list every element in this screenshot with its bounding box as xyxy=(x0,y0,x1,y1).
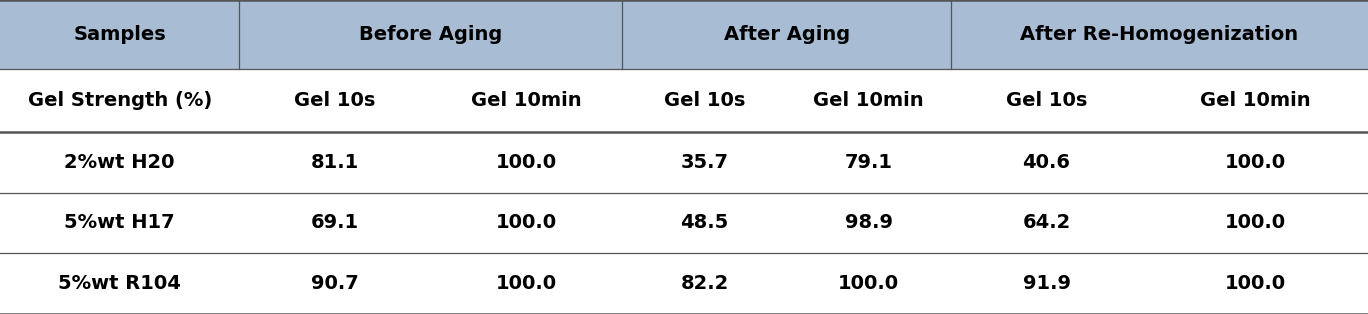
Text: 35.7: 35.7 xyxy=(680,153,729,172)
Text: 100.0: 100.0 xyxy=(497,214,557,232)
Text: 100.0: 100.0 xyxy=(497,153,557,172)
Text: 100.0: 100.0 xyxy=(1224,274,1286,293)
Text: 100.0: 100.0 xyxy=(1224,153,1286,172)
Text: Gel 10s: Gel 10s xyxy=(663,91,746,110)
Text: After Aging: After Aging xyxy=(724,25,850,44)
Bar xyxy=(0,69,1368,132)
Text: 48.5: 48.5 xyxy=(680,214,729,232)
Text: 100.0: 100.0 xyxy=(497,274,557,293)
Text: 91.9: 91.9 xyxy=(1022,274,1071,293)
Bar xyxy=(0,0,239,69)
Text: 40.6: 40.6 xyxy=(1022,153,1071,172)
Text: Gel Strength (%): Gel Strength (%) xyxy=(27,91,212,110)
Bar xyxy=(622,0,951,69)
Text: 5%wt H17: 5%wt H17 xyxy=(64,214,175,232)
Bar xyxy=(239,0,622,69)
Text: 5%wt R104: 5%wt R104 xyxy=(59,274,181,293)
Text: Before Aging: Before Aging xyxy=(360,25,502,44)
Text: 2%wt H20: 2%wt H20 xyxy=(64,153,175,172)
Bar xyxy=(0,253,1368,314)
Bar xyxy=(0,192,1368,253)
Text: 82.2: 82.2 xyxy=(680,274,729,293)
Text: 79.1: 79.1 xyxy=(844,153,893,172)
Text: Gel 10s: Gel 10s xyxy=(1005,91,1088,110)
Text: 98.9: 98.9 xyxy=(844,214,893,232)
Text: 90.7: 90.7 xyxy=(312,274,358,293)
Text: Samples: Samples xyxy=(74,25,166,44)
Text: 64.2: 64.2 xyxy=(1022,214,1071,232)
Text: 81.1: 81.1 xyxy=(311,153,360,172)
Bar xyxy=(0,132,1368,192)
Text: Gel 10min: Gel 10min xyxy=(472,91,581,110)
Text: 100.0: 100.0 xyxy=(1224,214,1286,232)
Text: 69.1: 69.1 xyxy=(311,214,360,232)
Text: After Re-Homogenization: After Re-Homogenization xyxy=(1021,25,1298,44)
Text: Gel 10s: Gel 10s xyxy=(294,91,376,110)
Text: Gel 10min: Gel 10min xyxy=(814,91,923,110)
Bar xyxy=(951,0,1368,69)
Text: Gel 10min: Gel 10min xyxy=(1200,91,1311,110)
Text: 100.0: 100.0 xyxy=(839,274,899,293)
